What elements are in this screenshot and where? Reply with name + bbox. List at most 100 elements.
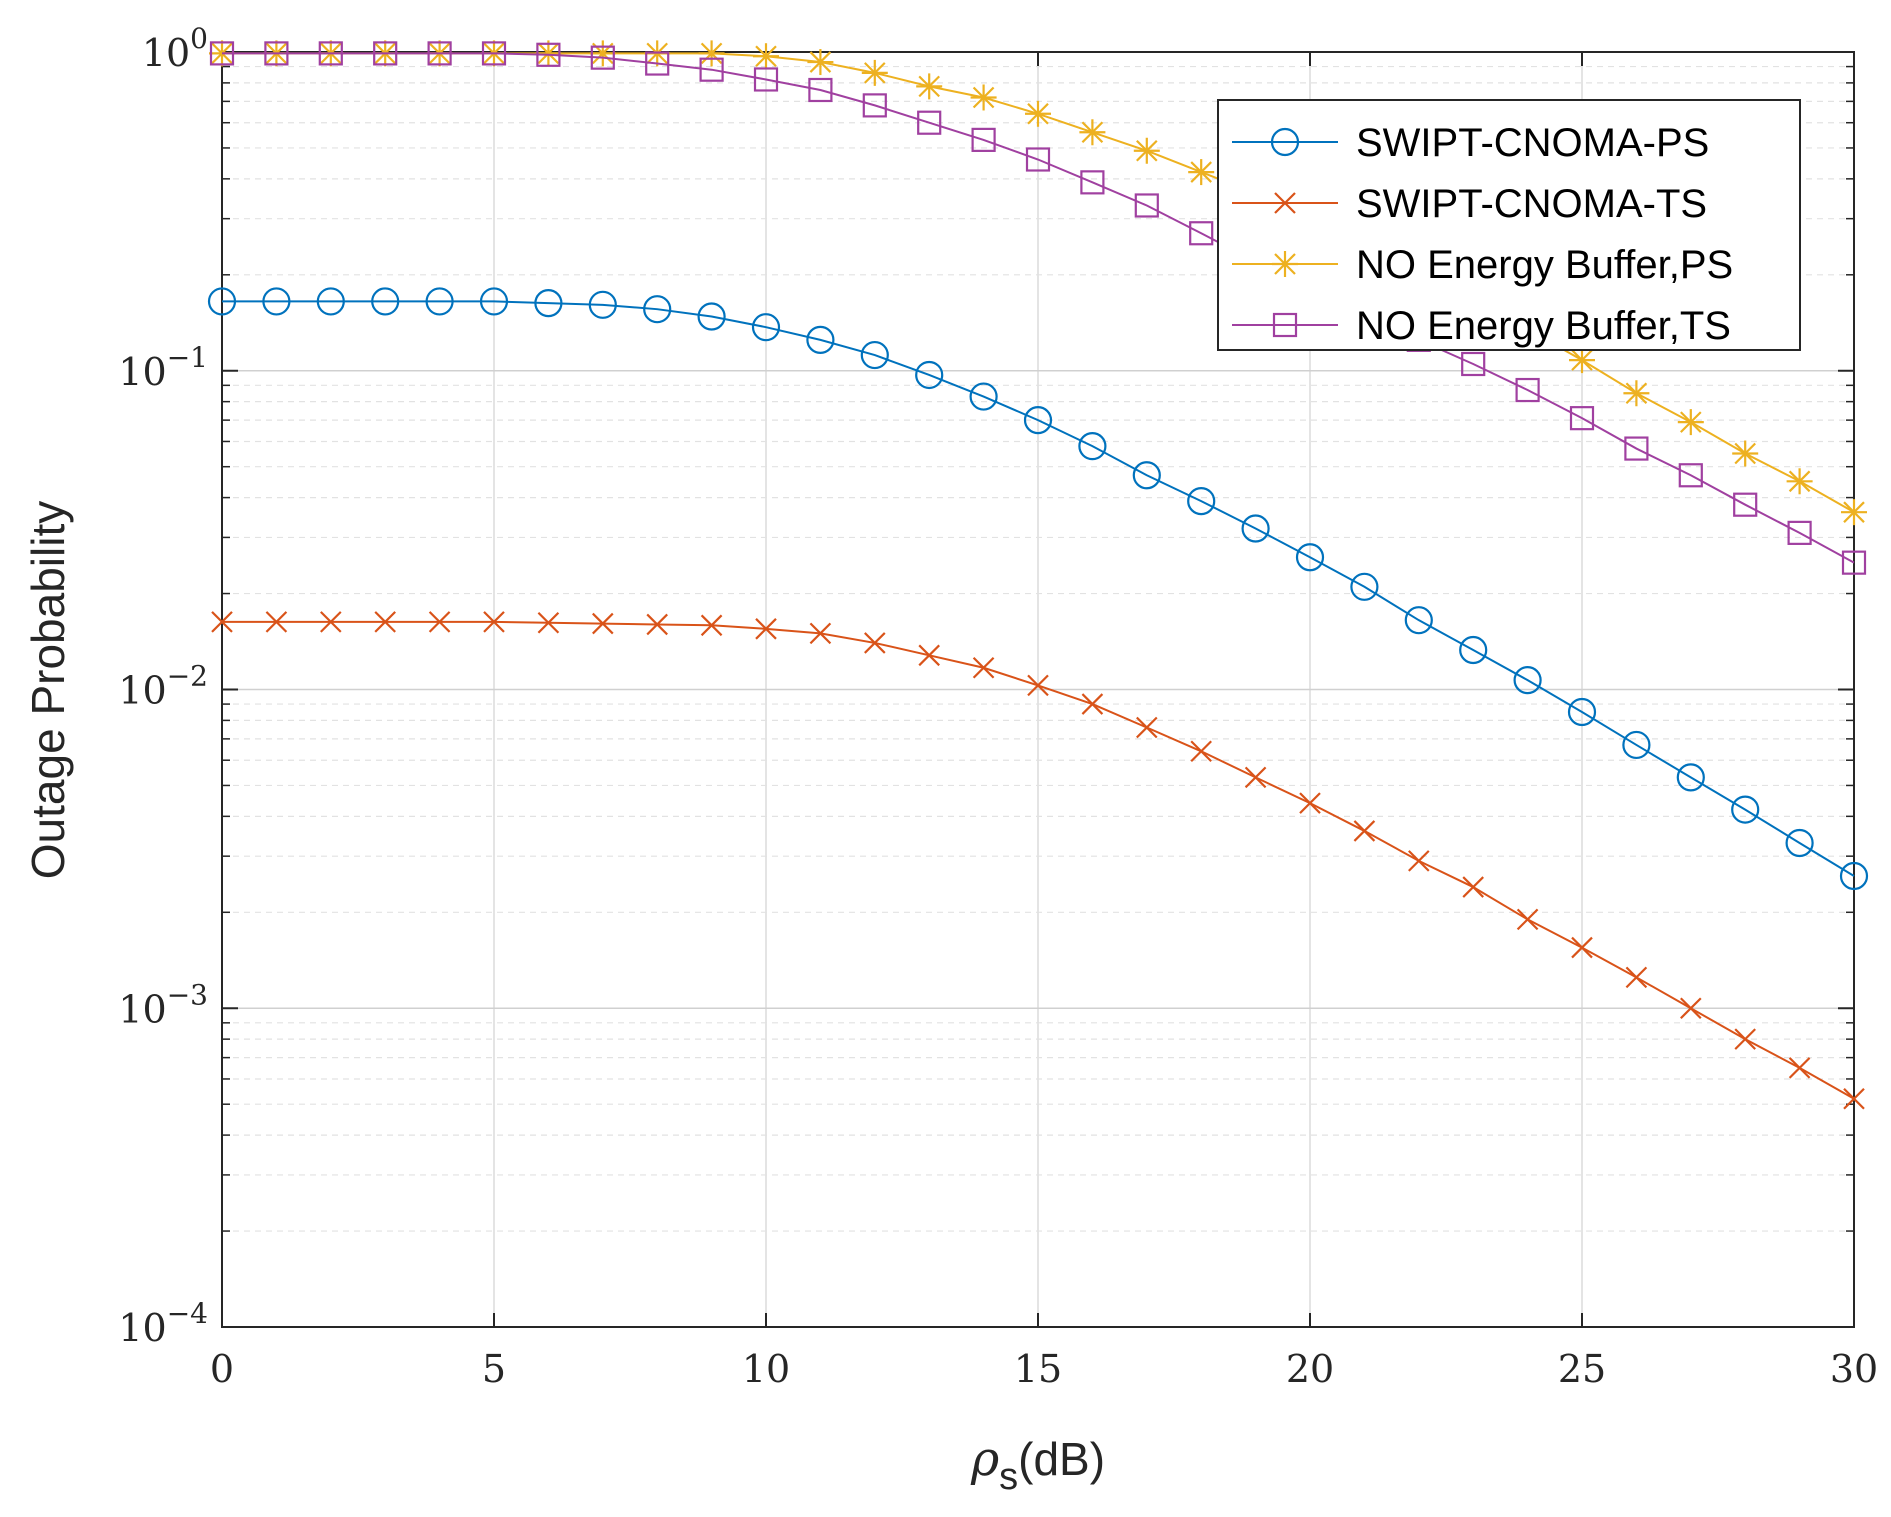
y-tick-base: 10 (142, 31, 190, 75)
marker-square (971, 127, 996, 152)
marker-stroke (592, 612, 614, 635)
marker-asterisk (1079, 119, 1106, 146)
marker-circle (371, 287, 400, 316)
marker-square (209, 41, 235, 66)
marker-stroke (1516, 908, 1539, 931)
marker-stroke (864, 632, 886, 654)
x-tick-label: 15 (1014, 1347, 1062, 1391)
marker-stroke (265, 611, 288, 633)
marker-stroke (483, 611, 505, 633)
marker-circle (262, 287, 291, 316)
marker-x (1788, 1057, 1811, 1079)
marker-asterisk (535, 40, 562, 67)
marker-asterisk (970, 84, 997, 111)
marker-circle (1270, 127, 1300, 157)
series-no-energy-buffer-ts (209, 41, 1867, 575)
marker-asterisk (753, 43, 779, 70)
marker-asterisk (1272, 251, 1298, 277)
x-axis-label-symbol: ρ (970, 1431, 999, 1487)
marker-square (699, 57, 724, 82)
marker-square (1272, 312, 1298, 338)
marker-square (1733, 492, 1758, 517)
marker-x (1027, 674, 1049, 697)
y-tick-exponent: −3 (167, 978, 208, 1011)
y-tick-exponent: −2 (167, 660, 208, 693)
marker-asterisk (916, 73, 943, 100)
marker-stroke (1081, 693, 1104, 715)
marker-circle (643, 295, 672, 324)
marker-asterisk (589, 40, 616, 67)
marker-square (1025, 147, 1051, 172)
marker-square (373, 41, 398, 66)
marker-circle (1350, 572, 1379, 601)
marker-x (864, 632, 886, 654)
marker-circle (969, 382, 998, 411)
marker-circle (316, 287, 345, 316)
marker-stroke (1353, 820, 1376, 842)
marker-stroke (428, 611, 451, 633)
marker-stroke (320, 611, 342, 633)
marker-square (808, 77, 833, 103)
marker-stroke (972, 656, 995, 679)
marker-circle (1023, 406, 1053, 435)
marker-circle (1187, 486, 1216, 516)
x-axis-label-subscript: s (999, 1456, 1018, 1498)
marker-x (1244, 766, 1267, 789)
marker-circle (697, 302, 726, 331)
marker-square (264, 41, 289, 66)
marker-stroke (918, 644, 940, 667)
marker-x (1081, 693, 1104, 715)
marker-stroke (1788, 1057, 1811, 1079)
marker-x (1408, 850, 1430, 872)
marker-circle (1622, 730, 1651, 760)
marker-circle (534, 289, 563, 318)
y-axis-label: Outage Probability (22, 501, 74, 879)
marker-asterisk (1025, 100, 1051, 127)
marker-x (374, 611, 396, 633)
marker-x (428, 611, 451, 633)
marker-x (1462, 876, 1484, 898)
marker-x (483, 611, 505, 633)
marker-stroke (374, 611, 396, 633)
x-tick-label: 30 (1830, 1347, 1878, 1391)
marker-x (1516, 908, 1539, 931)
marker-circle (1785, 828, 1814, 858)
marker-x (1843, 1087, 1865, 1110)
marker-square (1134, 193, 1159, 218)
series-swipt-cnoma-ps (207, 287, 1869, 891)
marker-asterisk (1841, 499, 1867, 526)
marker-square (1189, 221, 1214, 246)
marker-stroke (1136, 716, 1158, 739)
marker-square (536, 42, 561, 67)
y-tick-exponent: 0 (190, 22, 208, 55)
marker-square (1624, 436, 1649, 461)
marker-stroke (1571, 936, 1593, 959)
x-tick-label: 20 (1286, 1347, 1334, 1391)
marker-stroke (1625, 966, 1648, 989)
marker-stroke (1027, 674, 1049, 697)
marker-asterisk (1569, 347, 1595, 374)
legend-label: NO Energy Buffer,TS (1356, 304, 1731, 348)
marker-asterisk (1188, 159, 1215, 186)
marker-x (1299, 792, 1321, 814)
marker-asterisk (1677, 409, 1704, 436)
x-axis-label: ρs(dB) (970, 1431, 1105, 1498)
marker-square (862, 93, 887, 118)
marker-x (537, 611, 560, 634)
legend-entry: SWIPT-CNOMA-PS (1232, 121, 1709, 165)
marker-stroke (1274, 192, 1296, 214)
marker-circle (1078, 432, 1107, 461)
y-tick-label: 10−1 (118, 341, 208, 394)
marker-stroke (1190, 740, 1212, 763)
marker-x (646, 613, 668, 636)
marker-square (1080, 170, 1105, 195)
marker-square (753, 67, 779, 92)
marker-asterisk (698, 40, 725, 67)
marker-x (1136, 716, 1158, 739)
marker-x (755, 618, 777, 640)
marker-x (1190, 740, 1212, 763)
marker-stroke (537, 611, 560, 634)
y-tick-exponent: −4 (167, 1297, 208, 1330)
